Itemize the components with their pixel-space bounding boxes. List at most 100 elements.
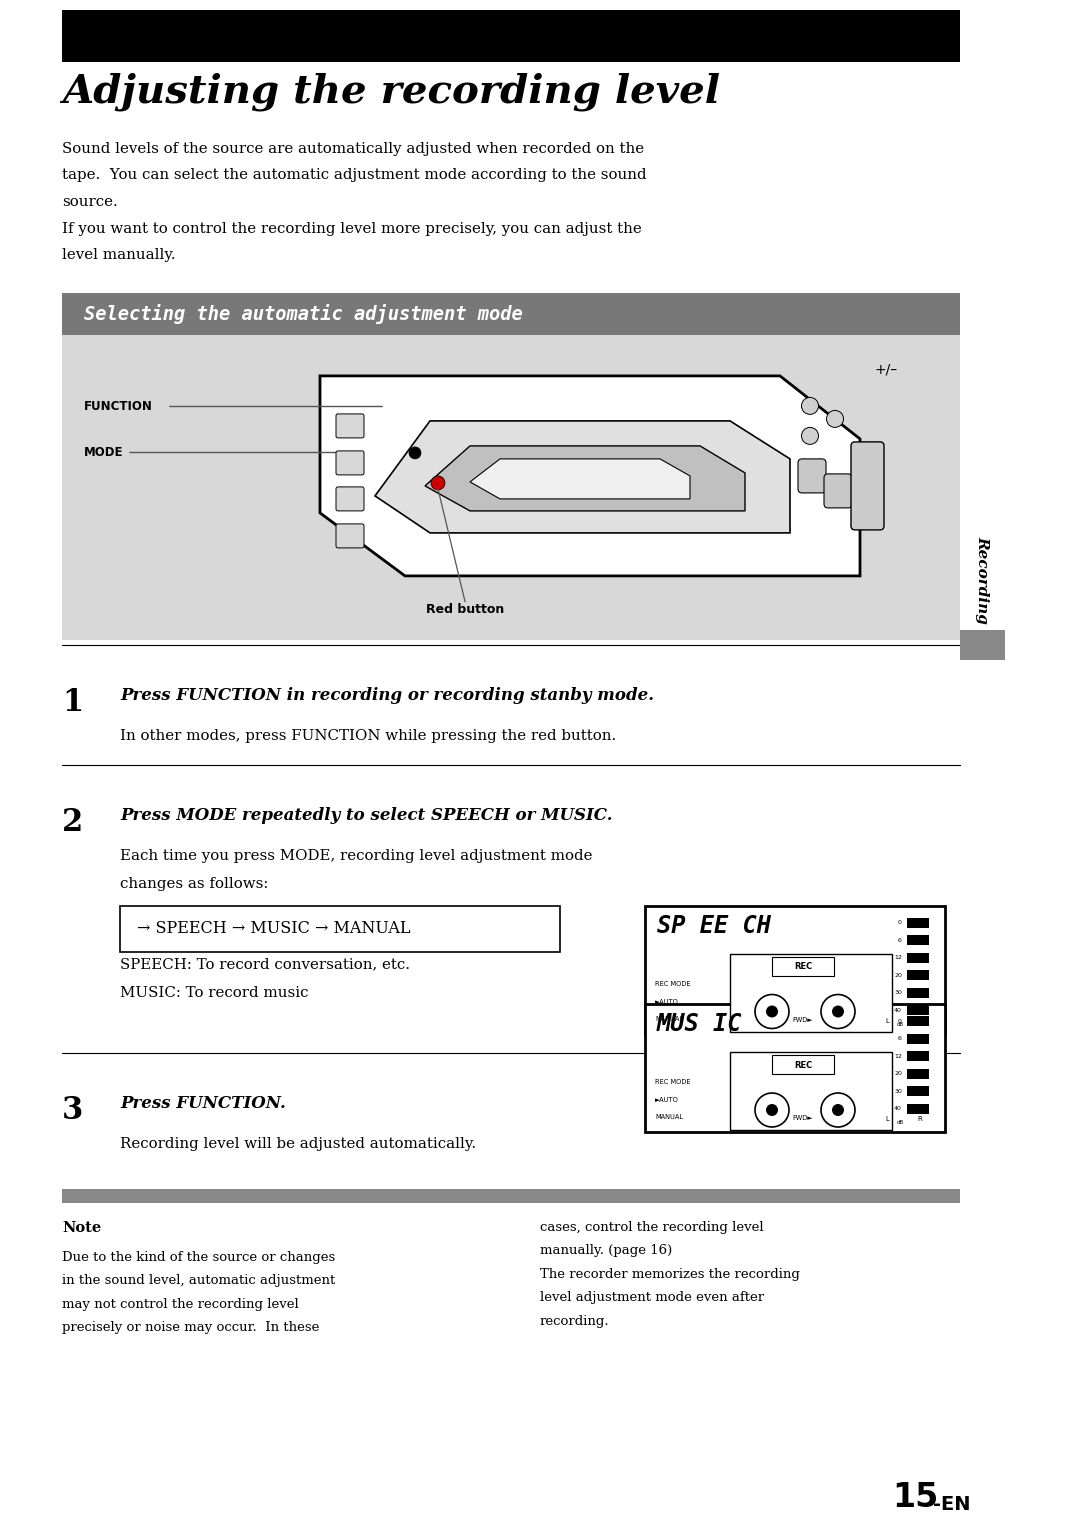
Circle shape	[826, 410, 843, 427]
Bar	[730, 1052, 892, 1130]
FancyBboxPatch shape	[336, 487, 364, 511]
Circle shape	[766, 1104, 778, 1117]
Text: changes as follows:: changes as follows:	[120, 877, 268, 891]
Bar	[730, 954, 892, 1032]
Circle shape	[409, 447, 421, 459]
Bar	[62, 11, 960, 61]
Bar	[907, 1051, 929, 1061]
Text: Red button: Red button	[426, 604, 504, 616]
FancyBboxPatch shape	[336, 524, 364, 548]
Polygon shape	[375, 421, 789, 533]
Text: FWD►: FWD►	[792, 1017, 812, 1023]
Text: 3: 3	[62, 1095, 83, 1126]
Text: 15: 15	[892, 1481, 939, 1514]
Bar	[772, 957, 834, 975]
Text: tape.  You can select the automatic adjustment mode according to the sound: tape. You can select the automatic adjus…	[62, 169, 647, 183]
Text: 12: 12	[894, 955, 902, 960]
Text: Press FUNCTION.: Press FUNCTION.	[120, 1095, 286, 1112]
Polygon shape	[470, 459, 690, 499]
Text: R: R	[917, 1117, 921, 1121]
FancyBboxPatch shape	[336, 452, 364, 475]
Text: 6: 6	[899, 1035, 902, 1041]
Text: In other modes, press FUNCTION while pressing the red button.: In other modes, press FUNCTION while pre…	[120, 728, 617, 742]
FancyBboxPatch shape	[824, 475, 852, 508]
Circle shape	[821, 994, 855, 1029]
Text: source.: source.	[62, 195, 118, 209]
Polygon shape	[320, 376, 860, 576]
Text: 2: 2	[62, 806, 83, 837]
Text: MANUAL: MANUAL	[654, 1015, 683, 1021]
Text: ►AUTO: ►AUTO	[654, 1097, 679, 1103]
Bar	[772, 1055, 834, 1074]
Circle shape	[766, 1006, 778, 1017]
FancyBboxPatch shape	[798, 459, 826, 493]
Text: SPEECH: To record conversation, etc.: SPEECH: To record conversation, etc.	[120, 957, 410, 971]
Circle shape	[832, 1006, 843, 1017]
Bar	[907, 952, 929, 963]
Text: Adjusting the recording level: Adjusting the recording level	[62, 72, 720, 111]
Bar	[907, 1015, 929, 1026]
Text: dB: dB	[897, 1021, 904, 1026]
Text: may not control the recording level: may not control the recording level	[62, 1298, 299, 1310]
Text: 20: 20	[894, 972, 902, 977]
Text: Recording level will be adjusted automatically.: Recording level will be adjusted automat…	[120, 1137, 476, 1150]
Text: 0: 0	[899, 920, 902, 925]
Text: R: R	[917, 1017, 921, 1023]
Text: 0: 0	[899, 1018, 902, 1023]
Bar	[907, 971, 929, 980]
Circle shape	[821, 1094, 855, 1127]
Bar	[62, 292, 960, 335]
Text: MANUAL: MANUAL	[654, 1114, 683, 1120]
Text: REC: REC	[794, 962, 812, 971]
Text: level adjustment mode even after: level adjustment mode even after	[540, 1290, 765, 1304]
Text: in the sound level, automatic adjustment: in the sound level, automatic adjustment	[62, 1273, 335, 1287]
Text: precisely or noise may occur.  In these: precisely or noise may occur. In these	[62, 1321, 320, 1333]
Text: 12: 12	[894, 1054, 902, 1058]
Bar	[907, 1069, 929, 1078]
Bar	[645, 906, 945, 1034]
Text: Selecting the automatic adjustment mode: Selecting the automatic adjustment mode	[84, 304, 523, 324]
Text: 30: 30	[894, 991, 902, 995]
Text: Press FUNCTION in recording or recording stanby mode.: Press FUNCTION in recording or recording…	[120, 687, 654, 703]
Bar	[62, 1189, 960, 1203]
Text: REC MODE: REC MODE	[654, 1078, 690, 1084]
Text: manually. (page 16): manually. (page 16)	[540, 1244, 672, 1256]
Text: Note: Note	[62, 1221, 102, 1235]
Text: recording.: recording.	[540, 1315, 609, 1327]
Text: level manually.: level manually.	[62, 247, 176, 263]
Text: 30: 30	[894, 1089, 902, 1094]
Bar	[960, 630, 1005, 660]
Text: FUNCTION: FUNCTION	[84, 399, 153, 413]
Text: Press MODE repeatedly to select SPEECH or MUSIC.: Press MODE repeatedly to select SPEECH o…	[120, 806, 612, 823]
Bar	[907, 935, 929, 945]
Text: cases, control the recording level: cases, control the recording level	[540, 1221, 764, 1233]
Text: If you want to control the recording level more precisely, you can adjust the: If you want to control the recording lev…	[62, 221, 642, 235]
Circle shape	[832, 1104, 843, 1117]
Circle shape	[801, 398, 819, 415]
Text: Recording: Recording	[975, 536, 989, 624]
Text: SP EE CH: SP EE CH	[657, 914, 771, 937]
Bar	[907, 1086, 929, 1097]
Text: ►AUTO: ►AUTO	[654, 998, 679, 1005]
Text: 20: 20	[894, 1071, 902, 1077]
Polygon shape	[426, 445, 745, 511]
Text: 6: 6	[899, 937, 902, 943]
Bar	[645, 1005, 945, 1132]
Text: MODE: MODE	[84, 445, 123, 459]
Bar	[907, 1034, 929, 1043]
Bar	[120, 906, 561, 951]
Circle shape	[755, 1094, 789, 1127]
Text: 40: 40	[894, 1106, 902, 1111]
Bar	[907, 1005, 929, 1015]
FancyBboxPatch shape	[851, 442, 885, 530]
Text: dB: dB	[897, 1120, 904, 1124]
Bar	[907, 1103, 929, 1114]
Text: MUSIC: To record music: MUSIC: To record music	[120, 986, 309, 1000]
Text: MUS IC: MUS IC	[657, 1012, 743, 1035]
Text: Each time you press MODE, recording level adjustment mode: Each time you press MODE, recording leve…	[120, 848, 593, 863]
Circle shape	[755, 994, 789, 1029]
Text: L: L	[885, 1017, 889, 1023]
Bar	[62, 335, 960, 639]
FancyBboxPatch shape	[336, 413, 364, 438]
Text: L: L	[885, 1117, 889, 1121]
